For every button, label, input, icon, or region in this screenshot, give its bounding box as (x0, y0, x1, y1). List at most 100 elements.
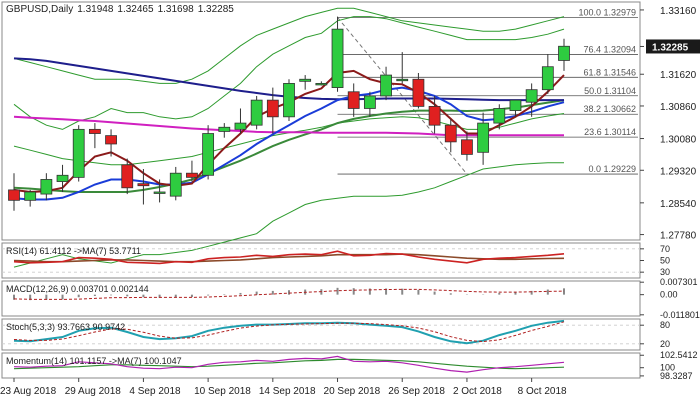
rsi-line (13, 250, 565, 265)
candle-body (315, 83, 328, 86)
indicators (2, 248, 640, 373)
rsi-label: RSI(14) 61.4112 ->MA(7) 53.7711 (6, 246, 141, 256)
candle-body (380, 74, 392, 97)
axes: 1.33160 1.31620 1.30860 1.30080 1.29320 1.285… (0, 6, 700, 397)
x-axis-label: 29 Aug 2018 (65, 386, 122, 397)
header-separator: , (48, 4, 51, 15)
sma-blue-line (13, 86, 565, 201)
candle-body (428, 105, 441, 126)
fib-level-label: 23.6 1.30114 (584, 127, 636, 137)
candle-body (347, 91, 360, 109)
price-tick-label: 1.31620 (660, 70, 697, 81)
candle-body (186, 172, 198, 178)
chart-header: GBPUSD,Daily 1.31948 1.32465 1.31698 1.32285 (6, 4, 234, 15)
x-axis-label: 14 Sep 2018 (259, 386, 316, 397)
macd-tick-label: 0.00 (660, 290, 678, 300)
pane-frame-price (1, 1, 641, 241)
candle-body (169, 172, 182, 197)
candle-body (218, 126, 231, 132)
bollinger-mid-line (13, 99, 565, 193)
macd-tick-label: 0.007301 (660, 277, 698, 287)
candle-body (509, 99, 522, 111)
momentum-line (13, 355, 565, 373)
stoch-tick-label: 20 (660, 339, 670, 349)
momentum-tick-label: 102.5412 (660, 350, 698, 360)
bollinger-lower-line (13, 162, 564, 268)
candle-body (202, 133, 215, 176)
fib-level-label: 61.8 1.31546 (583, 67, 636, 77)
candle-body (153, 191, 166, 194)
momentum-tick-label: 100 (660, 363, 675, 373)
momentum-label: Momentum(14) 101.1157 ->MA(7) 100.1047 (6, 356, 182, 366)
stoch-tick-label: 80 (660, 320, 670, 330)
sma-magenta-line (13, 115, 564, 137)
candle-body (299, 78, 312, 82)
price-tick-label: 1.27780 (660, 231, 697, 242)
candle-body (396, 78, 409, 82)
stoch-label: Stoch(5,3,3) 93.7663 90.9742 (6, 322, 125, 332)
candle-body (525, 89, 538, 103)
fib-level-label: 76.4 1.32094 (583, 44, 636, 54)
fib-level-label: 50.0 1.31104 (584, 86, 636, 96)
candle-body (105, 135, 117, 145)
candle-body (88, 128, 101, 134)
x-axis-label: 26 Sep 2018 (388, 386, 445, 397)
bollinger-upper-line (13, 16, 565, 130)
candle-body (8, 189, 20, 201)
macd-label: MACD(12,26,9) 0.003701 0.002144 (6, 284, 149, 294)
pane-frames (1, 1, 641, 379)
candle-body (137, 183, 150, 187)
header-ohlc-value: 1.31948 (77, 4, 114, 15)
rsi-tick-label: 30 (660, 267, 670, 277)
candle-body (331, 28, 344, 88)
candle-body (24, 191, 37, 201)
x-axis-label: 2 Oct 2018 (453, 386, 502, 397)
fib-level-label: 38.2 1.30662 (583, 104, 636, 114)
bollinger-outer-upper-line (13, 7, 565, 84)
pane-frame-momentum (1, 352, 641, 379)
momentum-tick-label: 98.3287 (660, 371, 693, 381)
price-tick-label: 1.30080 (660, 135, 697, 146)
header-ohlc-value: 1.32465 (117, 4, 154, 15)
header-ohlc-value: 1.32285 (198, 4, 235, 15)
price-tick-label: 1.30860 (660, 102, 697, 113)
rsi-tick-label: 50 (660, 256, 670, 266)
candle-body (493, 108, 506, 124)
candle-body (461, 139, 473, 155)
last-price-label: 1.32285 (652, 42, 689, 53)
fib-level-label: 0.0 1.29229 (588, 164, 636, 174)
x-axis-label: 10 Sep 2018 (194, 386, 251, 397)
x-axis-label: 4 Sep 2018 (129, 386, 181, 397)
rsi-ma-line (13, 253, 565, 263)
candle-body (234, 122, 247, 130)
candle-body (283, 83, 295, 118)
candle-body (121, 164, 134, 189)
pane-frame-stoch (1, 318, 641, 351)
candle-body (266, 99, 279, 118)
candle-body (477, 122, 490, 153)
header-symbol: GBPUSD (6, 4, 48, 15)
candles (8, 16, 570, 211)
header-ohlc-value: 1.31698 (158, 4, 195, 15)
macd-tick-label: -0.011801 (660, 310, 700, 320)
price-tick-label: 1.29320 (660, 166, 697, 177)
candle-body (72, 128, 85, 178)
header-timeframe: Daily (51, 4, 73, 15)
x-axis-label: 20 Sep 2018 (324, 386, 381, 397)
stoch-k-line (13, 319, 565, 345)
candle-body (541, 66, 554, 91)
candle-body (412, 78, 425, 107)
momentum-ma-line (13, 358, 565, 370)
candle-body (558, 45, 570, 61)
candle-body (56, 174, 69, 182)
last-price-badge (646, 39, 700, 54)
price-tick-label: 1.33160 (660, 6, 697, 17)
rsi-tick-label: 70 (660, 244, 670, 254)
candle-body (40, 179, 53, 195)
fib-level-label: 100.0 1.32979 (578, 7, 636, 17)
labels: 1.32285 GBPUSD,Daily 1.31948 1.32465 1.31698… (6, 4, 700, 366)
pane-frame-macd (1, 280, 641, 317)
price-tick-label: 1.28540 (660, 199, 697, 210)
